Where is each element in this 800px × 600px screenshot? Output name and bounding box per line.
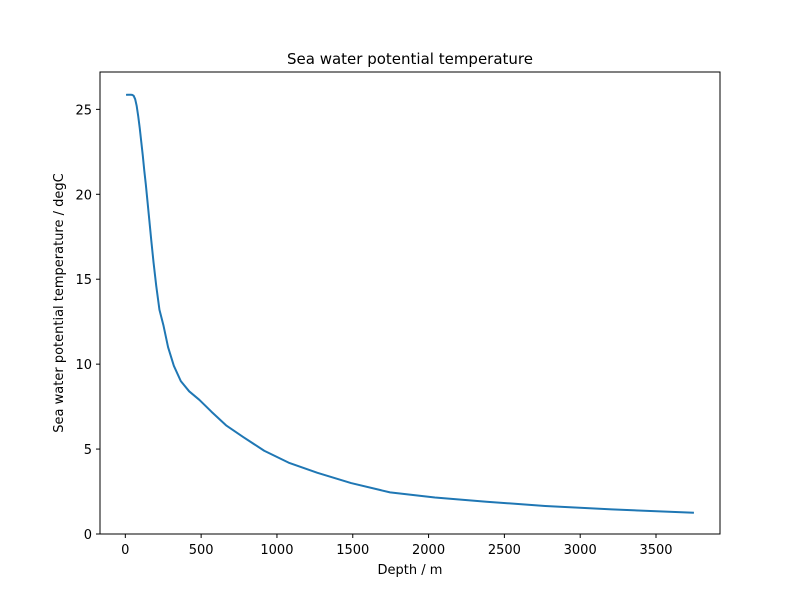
- x-tick-label: 2500: [488, 543, 521, 558]
- y-axis-label: Sea water potential temperature / degC: [52, 173, 67, 432]
- x-tick-label: 500: [189, 543, 214, 558]
- y-tick-label: 0: [84, 528, 92, 543]
- y-tick-label: 15: [75, 273, 92, 288]
- x-tick-label: 1000: [260, 543, 293, 558]
- x-tick-label: 0: [121, 543, 129, 558]
- x-axis-ticks: 0 500 1000 1500 2000 2500 3000 3500: [121, 534, 673, 558]
- y-tick-label: 25: [75, 103, 92, 118]
- x-tick-label: 3000: [564, 543, 597, 558]
- y-tick-label: 20: [75, 188, 92, 203]
- x-tick-label: 2000: [412, 543, 445, 558]
- x-tick-label: 1500: [336, 543, 369, 558]
- y-tick-label: 5: [84, 443, 92, 458]
- plot-frame: [99, 71, 721, 535]
- series-line: [125, 93, 694, 514]
- y-axis-ticks: 0 5 10 15 20 25: [75, 103, 100, 543]
- y-tick-label: 10: [75, 358, 92, 373]
- chart-title: Sea water potential temperature: [287, 50, 533, 68]
- x-axis-label: Depth / m: [378, 563, 443, 578]
- x-tick-label: 3500: [639, 543, 672, 558]
